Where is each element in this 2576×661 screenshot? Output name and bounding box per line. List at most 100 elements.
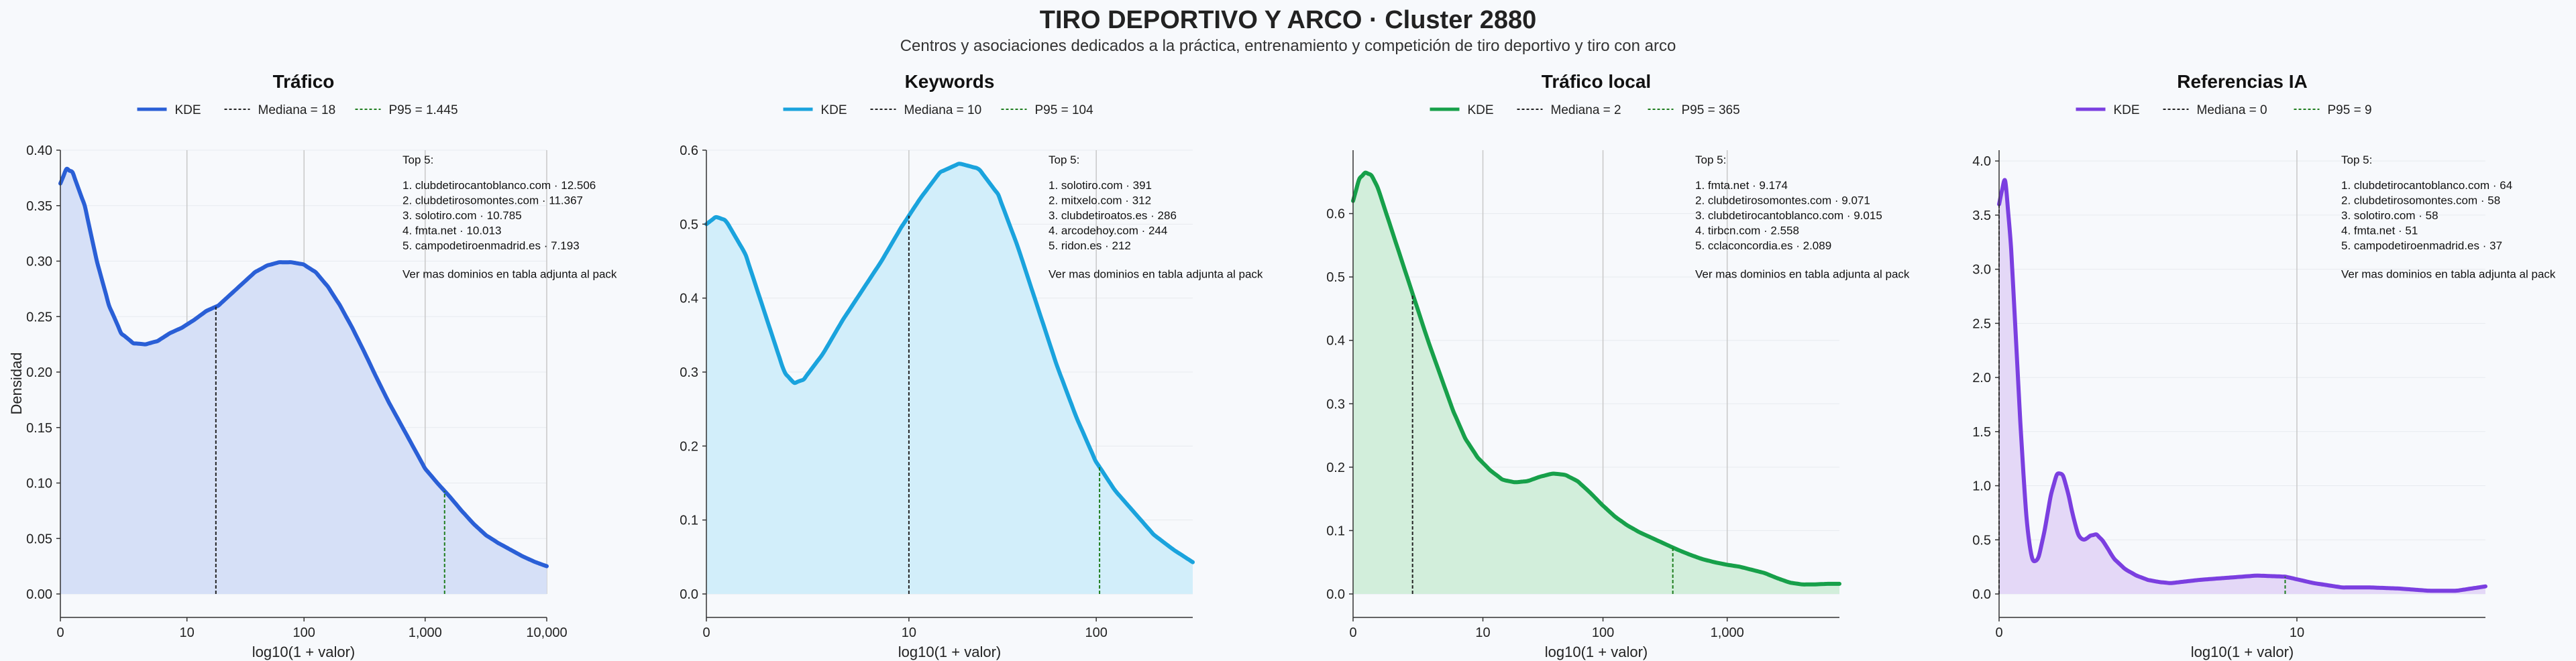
x-axis-label: log10(1 + valor) <box>252 644 355 660</box>
y-tick-label: 0.5 <box>1326 270 1345 285</box>
top5-header: Top 5: <box>1049 154 1079 166</box>
legend-p95-label: P95 = 104 <box>1035 103 1094 117</box>
y-tick-label: 2.5 <box>1972 316 1991 331</box>
panel-2: Keywords KDE Mediana = 10 P95 = 104 0.0 0.1 0.… <box>680 71 1263 660</box>
panel-title: Referencias IA <box>2177 71 2308 92</box>
top5-item: 4. fmta.net · 10.013 <box>402 225 501 237</box>
y-tick-label: 0.6 <box>1326 207 1345 222</box>
legend-p95-label: P95 = 9 <box>2328 103 2372 117</box>
kde-line <box>1351 170 1841 587</box>
y-tick-label: 0.6 <box>680 143 698 158</box>
y-tick-label: 3.5 <box>1972 208 1991 223</box>
kde-area <box>706 164 1193 594</box>
legend-p95-label: P95 = 1.445 <box>389 103 458 117</box>
x-axis-label: log10(1 + valor) <box>2191 644 2294 660</box>
panel-4: Referencias IA KDE Mediana = 0 P95 = 9 0.0 0.… <box>1972 71 2556 660</box>
top5-item: 1. fmta.net · 9.174 <box>1695 179 1788 192</box>
y-tick-label: 0.2 <box>680 439 698 454</box>
x-tick-label: 10 <box>1475 625 1490 640</box>
top5-header: Top 5: <box>402 154 433 166</box>
legend-kde-label: KDE <box>175 103 201 117</box>
legend-median-label: Mediana = 18 <box>258 103 336 117</box>
kde-area <box>60 168 547 595</box>
y-tick-label: 0.00 <box>26 587 52 602</box>
top5-item: 4. fmta.net · 51 <box>2341 225 2418 237</box>
top5-item: 2. mitxelo.com · 312 <box>1049 194 1151 207</box>
y-tick-label: 0.15 <box>26 421 52 436</box>
x-axis-label: log10(1 + valor) <box>898 644 1001 660</box>
y-tick-label: 0.0 <box>680 587 698 602</box>
panel-title: Tráfico local <box>1542 71 1651 92</box>
figure-title: TIRO DEPORTIVO Y ARCO · Cluster 2880 <box>1040 6 1536 34</box>
top5-item: 3. clubdetiroatos.es · 286 <box>1049 209 1177 222</box>
y-tick-label: 0.30 <box>26 255 52 269</box>
y-tick-label: 4.0 <box>1972 154 1991 169</box>
top5-item: 5. ridon.es · 212 <box>1049 239 1131 252</box>
x-tick-label: 100 <box>1085 625 1107 640</box>
top5-item: 5. cclaconcordia.es · 2.089 <box>1695 239 1831 252</box>
x-tick-label: 1,000 <box>409 625 442 640</box>
kde-line <box>1997 178 2487 593</box>
top5-item: 4. arcodehoy.com · 244 <box>1049 225 1167 237</box>
y-tick-label: 3.0 <box>1972 263 1991 278</box>
kde-line <box>58 166 549 568</box>
figure-subtitle: Centros y asociaciones dedicados a la pr… <box>900 37 1676 55</box>
top5-footer: Ver mas dominios en tabla adjunta al pac… <box>2341 268 2556 281</box>
x-axis-label: log10(1 + valor) <box>1545 644 1648 660</box>
x-tick-label: 0 <box>1349 625 1356 640</box>
top5-item: 2. clubdetirosomontes.com · 58 <box>2341 194 2500 207</box>
y-tick-label: 2.0 <box>1972 371 1991 385</box>
plot-area <box>1999 150 2485 594</box>
top5-item: 3. solotiro.com · 10.785 <box>402 209 522 222</box>
x-tick-label: 10 <box>902 625 916 640</box>
y-tick-label: 0.05 <box>26 532 52 546</box>
top5-item: 2. clubdetirosomontes.com · 11.367 <box>402 194 583 207</box>
top5-item: 3. solotiro.com · 58 <box>2341 209 2438 222</box>
legend-p95-label: P95 = 365 <box>1682 103 1740 117</box>
top5-item: 3. clubdetirocantoblanco.com · 9.015 <box>1695 209 1882 222</box>
top5-item: 1. solotiro.com · 391 <box>1049 179 1152 192</box>
panel-title: Keywords <box>905 71 995 92</box>
top5-item: 1. clubdetirocantoblanco.com · 12.506 <box>402 179 596 192</box>
y-tick-label: 0.1 <box>680 514 698 528</box>
y-tick-label: 0.3 <box>680 365 698 380</box>
legend-median-label: Mediana = 0 <box>2197 103 2267 117</box>
y-tick-label: 0.20 <box>26 365 52 380</box>
top5-item: 5. campodetiroenmadrid.es · 7.193 <box>402 239 580 252</box>
legend-median-label: Mediana = 10 <box>904 103 982 117</box>
x-tick-label: 0 <box>56 625 64 640</box>
panel-title: Tráfico <box>273 71 335 92</box>
kde-line <box>704 162 1195 564</box>
x-tick-label: 100 <box>293 625 315 640</box>
y-tick-label: 0.1 <box>1326 524 1345 538</box>
y-tick-label: 0.25 <box>26 310 52 324</box>
y-tick-label: 0.5 <box>680 217 698 232</box>
x-tick-label: 10 <box>2290 625 2304 640</box>
legend-kde-label: KDE <box>2114 103 2140 117</box>
top5-item: 1. clubdetirocantoblanco.com · 64 <box>2341 179 2512 192</box>
legend-kde-label: KDE <box>1468 103 1494 117</box>
top5-header: Top 5: <box>1695 154 1726 166</box>
y-tick-label: 0.10 <box>26 477 52 491</box>
y-tick-label: 1.0 <box>1972 479 1991 494</box>
top5-footer: Ver mas dominios en tabla adjunta al pac… <box>1049 268 1263 281</box>
x-tick-label: 10,000 <box>526 625 567 640</box>
panel-3: Tráfico local KDE Mediana = 2 P95 = 365 0.0 0… <box>1326 71 1910 660</box>
y-tick-label: 0.4 <box>680 292 698 306</box>
top5-item: 4. tirbcn.com · 2.558 <box>1695 225 1799 237</box>
y-tick-label: 0.2 <box>1326 461 1345 475</box>
x-tick-label: 0 <box>1995 625 2002 640</box>
top5-item: 2. clubdetirosomontes.com · 9.071 <box>1695 194 1870 207</box>
panel-1: Tráfico KDE Mediana = 18 P95 = 1.445 0.00 0.0… <box>26 71 617 660</box>
top5-footer: Ver mas dominios en tabla adjunta al pac… <box>1695 268 1910 281</box>
x-tick-label: 0 <box>702 625 710 640</box>
kde-area <box>1999 180 2485 594</box>
x-tick-label: 100 <box>1592 625 1614 640</box>
y-tick-label: 0.0 <box>1326 587 1345 602</box>
x-tick-label: 1,000 <box>1711 625 1744 640</box>
legend-kde-label: KDE <box>821 103 847 117</box>
y-tick-label: 0.5 <box>1972 533 1991 548</box>
x-tick-label: 10 <box>180 625 195 640</box>
